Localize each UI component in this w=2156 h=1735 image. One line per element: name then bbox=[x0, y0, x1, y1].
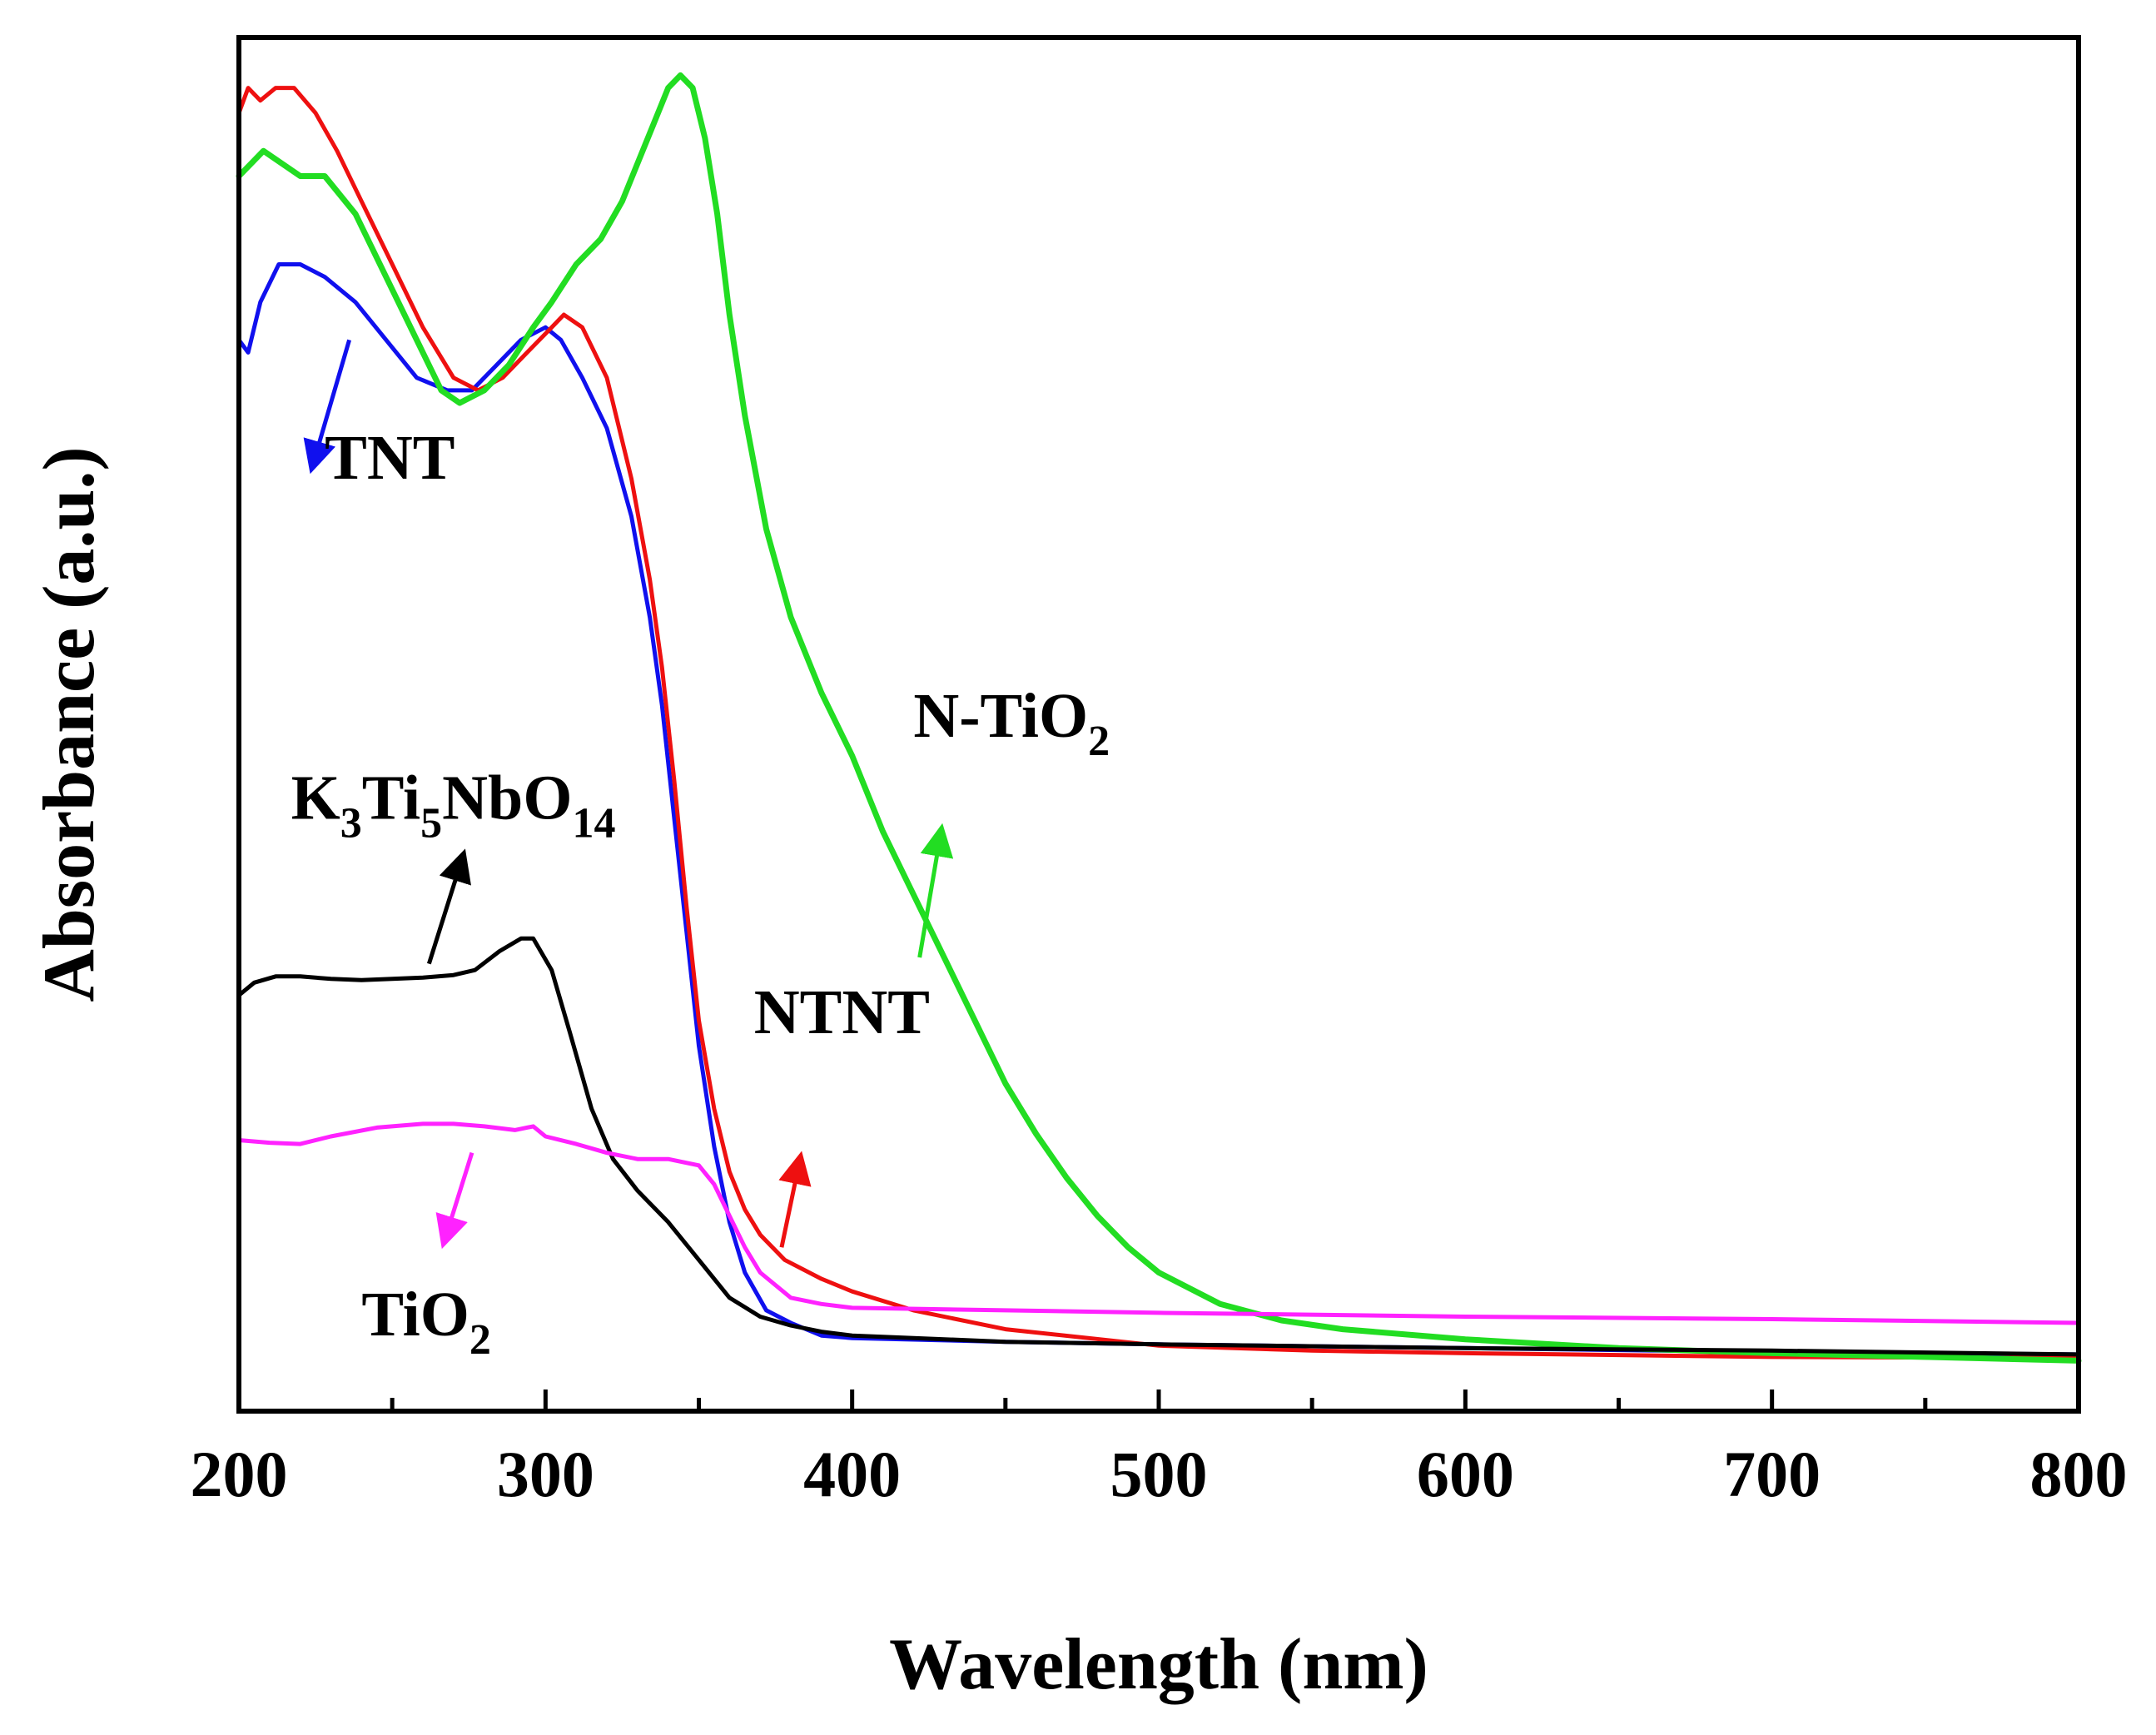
annotation-label-4: TiO2 bbox=[361, 1280, 491, 1364]
annotation-arrow-0 bbox=[303, 339, 351, 475]
annotation-arrow-3 bbox=[426, 848, 471, 965]
series-layer bbox=[236, 72, 2082, 1364]
x-tick-label-600: 600 bbox=[1417, 1438, 1514, 1510]
series-line-k3ti5nbo14 bbox=[236, 936, 2081, 1357]
annotation-layer: TNT NTNT N-TiO2 K3Ti5NbO14 TiO2 bbox=[291, 339, 1110, 1364]
x-tick-label-500: 500 bbox=[1110, 1438, 1208, 1510]
x-tick-label-300: 300 bbox=[497, 1438, 594, 1510]
series-line-ntnt bbox=[236, 86, 2081, 1360]
y-axis-title: Absorbance (a.u.) bbox=[29, 446, 110, 1002]
series-line-tio2 bbox=[236, 1121, 2081, 1325]
annotation-label-3: K3Ti5NbO14 bbox=[291, 763, 616, 848]
series-line-n-tio2 bbox=[236, 72, 2082, 1364]
x-axis-title: Wavelength (nm) bbox=[889, 1624, 1428, 1705]
x-axis-ticks: 200 300 400 500 600 700 800 bbox=[191, 1389, 2128, 1510]
annotation-label-0: TNT bbox=[325, 423, 455, 493]
plot-frame bbox=[236, 35, 2081, 1414]
annotation-arrow-2 bbox=[917, 823, 954, 958]
annotation-arrow-4 bbox=[435, 1151, 474, 1250]
annotation-label-1: NTNT bbox=[754, 977, 930, 1047]
x-tick-label-800: 800 bbox=[2030, 1438, 2128, 1510]
x-tick-label-700: 700 bbox=[1723, 1438, 1821, 1510]
x-tick-label-400: 400 bbox=[803, 1438, 901, 1510]
x-tick-label-200: 200 bbox=[191, 1438, 288, 1510]
annotation-arrow-1 bbox=[778, 1151, 812, 1248]
series-line-tnt bbox=[236, 262, 2081, 1357]
annotation-label-2: N-TiO2 bbox=[913, 681, 1110, 765]
